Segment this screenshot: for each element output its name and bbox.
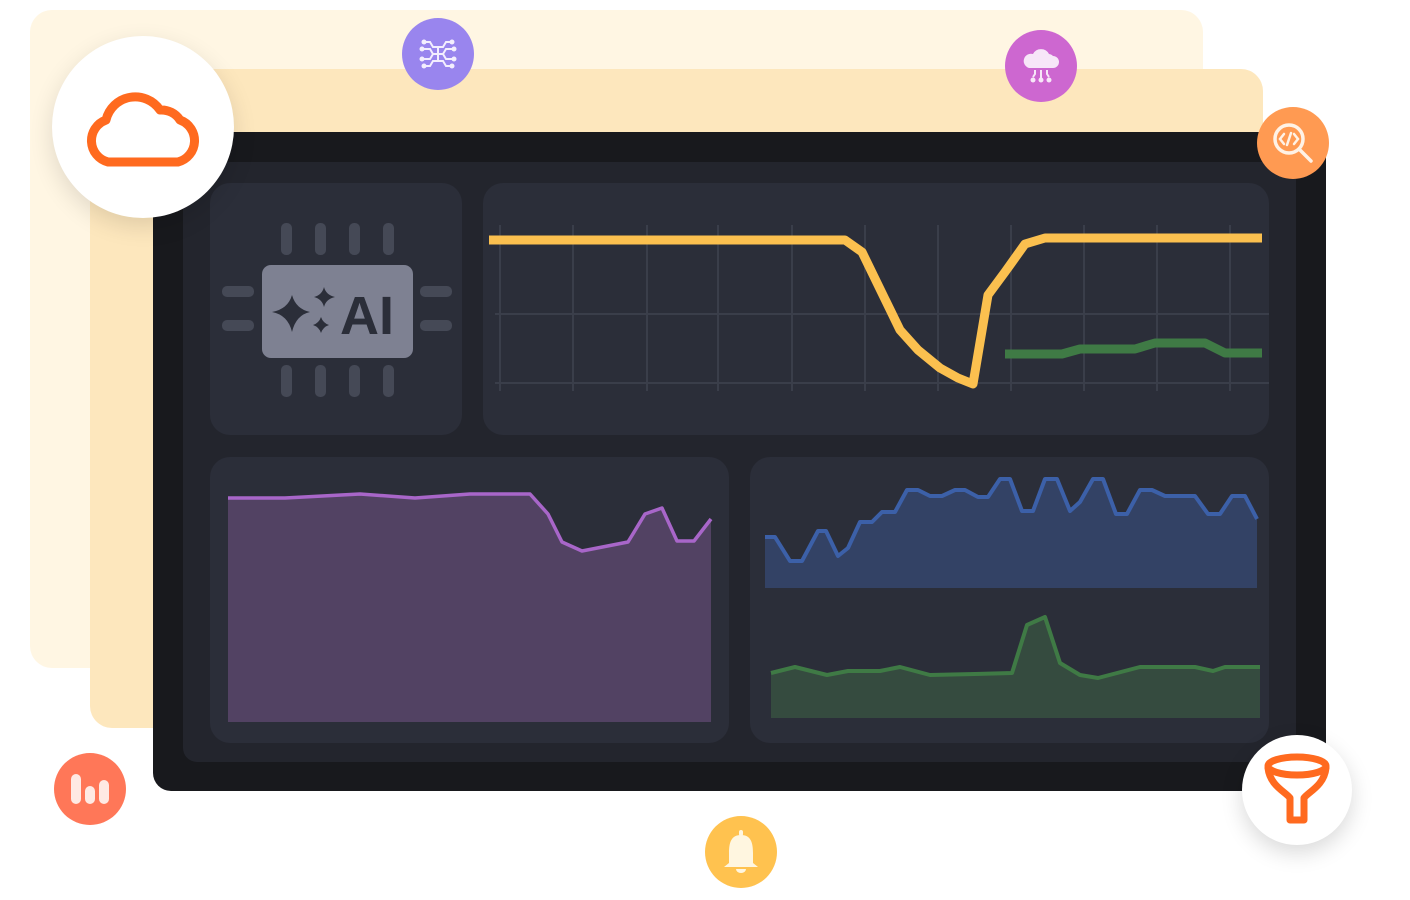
cloud-computing-icon (1023, 49, 1059, 83)
green-series-line (1005, 338, 1262, 359)
bell-icon (724, 830, 758, 873)
purple-series-line (228, 492, 713, 553)
purple-area-chart (228, 492, 713, 722)
green-series-line (770, 615, 1260, 680)
cloud-computing-badge (1005, 30, 1077, 102)
yellow-series-line (489, 233, 1262, 389)
cloud-icon (86, 92, 200, 167)
bar-chart-badge (54, 753, 126, 825)
line-chart-panel (483, 183, 1269, 435)
code-search-badge (1257, 107, 1329, 179)
ai-chip-panel: AI (210, 183, 462, 435)
bell-badge (705, 816, 777, 888)
purple-area-fill (228, 494, 711, 722)
funnel-icon (1264, 753, 1330, 824)
neural-network-icon (419, 39, 457, 69)
dual-area-chart (765, 477, 1260, 718)
area-chart-panel (210, 457, 729, 743)
dual-area-chart-panel (750, 457, 1269, 743)
neural-network-badge (402, 18, 474, 90)
blue-series-line (765, 477, 1259, 563)
blue-area-fill (765, 479, 1257, 588)
chip-label: AI (340, 286, 394, 346)
funnel-badge (1242, 735, 1352, 845)
code-search-icon (1273, 123, 1313, 163)
chart-grid (495, 225, 1269, 391)
ai-chip-icon: AI (222, 223, 452, 397)
cloud-badge (52, 36, 234, 218)
line-chart (489, 225, 1269, 391)
bar-chart-icon (71, 774, 109, 804)
